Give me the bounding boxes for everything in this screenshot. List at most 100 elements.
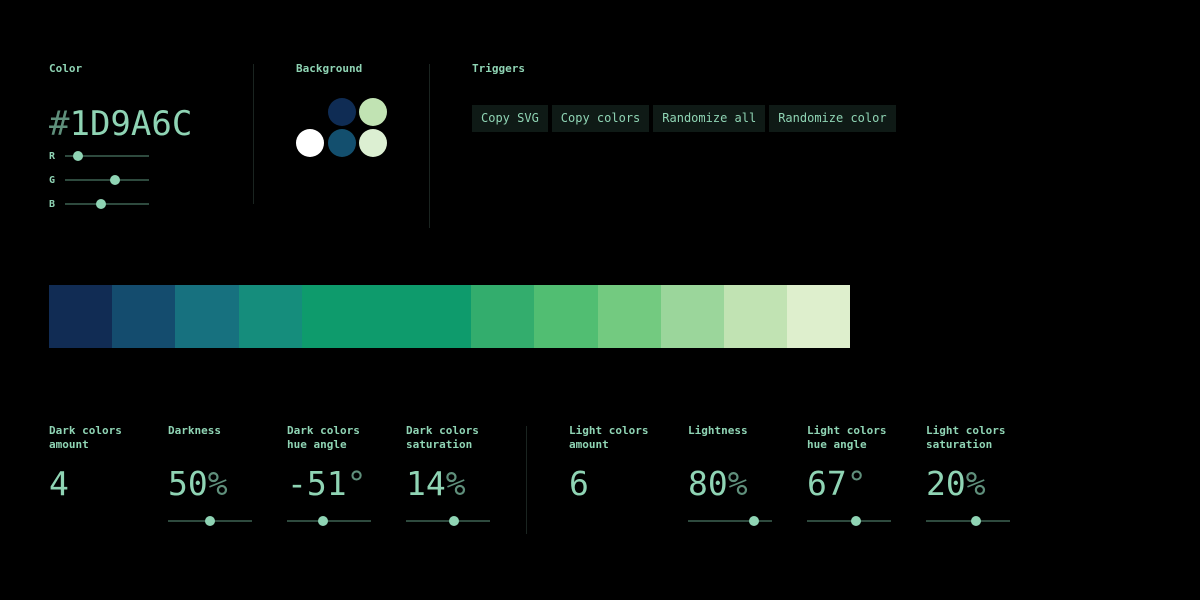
slider-knob[interactable]: [318, 516, 329, 526]
hex-hash: #: [49, 104, 70, 144]
value-number: 4: [49, 464, 69, 503]
slider-track: [65, 179, 149, 181]
palette-color-swatch[interactable]: [175, 285, 239, 348]
slider-knob[interactable]: [448, 516, 459, 526]
light-colors-saturation-control: Light colors saturation 20%: [926, 424, 1036, 526]
slider-knob[interactable]: [96, 199, 107, 209]
red-channel-row: R: [49, 144, 249, 168]
label-line: Light colors: [807, 424, 887, 437]
palette-color-swatch[interactable]: [301, 285, 472, 348]
red-channel-label: R: [49, 150, 56, 162]
green-channel-row: G: [49, 168, 249, 192]
label-line: amount: [569, 438, 609, 451]
palette-color-swatch[interactable]: [112, 285, 176, 348]
light-colors-hue-angle-control: Light colors hue angle 67°: [807, 424, 917, 526]
dark-colors-saturation-value[interactable]: 14%: [406, 464, 516, 504]
light-colors-hue-angle-label: Light colors hue angle: [807, 424, 917, 452]
red-channel-slider[interactable]: [65, 150, 149, 162]
slider-knob[interactable]: [73, 151, 84, 161]
palette-color-swatch[interactable]: [49, 285, 113, 348]
background-section: Background: [296, 62, 396, 168]
darkness-slider[interactable]: [168, 515, 252, 527]
slider-track: [926, 520, 1010, 522]
label-line: Light colors: [926, 424, 1006, 437]
light-colors-amount-value[interactable]: 6: [569, 464, 679, 504]
light-colors-hue-angle-value[interactable]: 67°: [807, 464, 917, 504]
lightness-label: Lightness: [688, 424, 798, 452]
label-line: Dark colors: [287, 424, 360, 437]
divider-background-triggers: [429, 64, 430, 228]
copy-svg-button[interactable]: Copy SVG: [472, 105, 548, 132]
value-number: 50: [168, 464, 208, 503]
label-line: Dark colors: [406, 424, 479, 437]
randomize-color-button[interactable]: Randomize color: [769, 105, 896, 132]
hex-value[interactable]: #1D9A6C: [49, 104, 249, 144]
label-line: Light colors: [569, 424, 649, 437]
dark-colors-hue-angle-control: Dark colors hue angle -51°: [287, 424, 397, 526]
triggers-section: Triggers Copy SVG Copy colors Randomize …: [472, 62, 896, 132]
blue-channel-label: B: [49, 198, 56, 210]
slider-track: [65, 155, 149, 157]
background-swatch-navy[interactable]: [328, 98, 356, 126]
palette-color-swatch[interactable]: [597, 285, 661, 348]
palette-color-swatch[interactable]: [660, 285, 724, 348]
slider-track: [65, 203, 149, 205]
value-unit: %: [727, 464, 748, 503]
background-swatch-pale-green[interactable]: [359, 129, 387, 157]
dark-colors-hue-angle-label: Dark colors hue angle: [287, 424, 397, 452]
slider-knob[interactable]: [205, 516, 215, 526]
light-colors-saturation-value[interactable]: 20%: [926, 464, 1036, 504]
value-unit: %: [445, 464, 466, 503]
dark-colors-amount-control: Dark colors amount 4: [49, 424, 159, 504]
label-line: saturation: [406, 438, 473, 451]
value-number: 67: [807, 464, 847, 503]
background-swatch-light-green[interactable]: [359, 98, 387, 126]
value-number: -51: [287, 464, 347, 503]
palette-color-swatch[interactable]: [238, 285, 302, 348]
label-line: Darkness: [168, 424, 221, 437]
dark-colors-hue-angle-value[interactable]: -51°: [287, 464, 397, 504]
dark-colors-amount-value[interactable]: 4: [49, 464, 159, 504]
palette-color-swatch[interactable]: [471, 285, 535, 348]
slider-track: [807, 520, 891, 522]
blue-channel-slider[interactable]: [65, 198, 149, 210]
slider-knob[interactable]: [110, 175, 121, 185]
light-colors-hue-angle-slider[interactable]: [807, 515, 891, 527]
slider-knob[interactable]: [970, 516, 981, 526]
slider-track: [406, 520, 490, 522]
copy-colors-button[interactable]: Copy colors: [551, 105, 650, 132]
green-channel-label: G: [49, 174, 56, 186]
randomize-all-button[interactable]: Randomize all: [653, 105, 766, 132]
background-swatches: [296, 98, 396, 168]
background-swatch-teal[interactable]: [328, 129, 356, 157]
label-line: amount: [49, 438, 89, 451]
blue-channel-row: B: [49, 192, 249, 216]
dark-colors-amount-label: Dark colors amount: [49, 424, 159, 452]
label-line: Dark colors: [49, 424, 122, 437]
darkness-label: Darkness: [168, 424, 278, 452]
dark-colors-hue-angle-slider[interactable]: [287, 515, 371, 527]
slider-knob[interactable]: [850, 516, 861, 526]
lightness-slider[interactable]: [688, 515, 772, 527]
value-number: 14: [406, 464, 446, 503]
light-colors-amount-label: Light colors amount: [569, 424, 679, 452]
light-colors-saturation-slider[interactable]: [926, 515, 1010, 527]
background-label: Background: [296, 62, 363, 75]
darkness-value[interactable]: 50%: [168, 464, 278, 504]
dark-colors-saturation-slider[interactable]: [406, 515, 490, 527]
dark-colors-saturation-label: Dark colors saturation: [406, 424, 516, 452]
palette-strip: [49, 285, 851, 348]
darkness-control: Darkness 50%: [168, 424, 278, 526]
slider-knob[interactable]: [748, 516, 759, 526]
palette-color-swatch[interactable]: [787, 285, 851, 348]
lightness-control: Lightness 80%: [688, 424, 798, 526]
light-colors-amount-control: Light colors amount 6: [569, 424, 679, 504]
palette-color-swatch[interactable]: [723, 285, 788, 348]
value-unit: %: [965, 464, 986, 503]
lightness-value[interactable]: 80%: [688, 464, 798, 504]
palette-color-swatch[interactable]: [534, 285, 598, 348]
hex-code: 1D9A6C: [69, 104, 193, 144]
green-channel-slider[interactable]: [65, 174, 149, 186]
label-line: hue angle: [807, 438, 867, 451]
background-swatch-white[interactable]: [296, 129, 324, 157]
